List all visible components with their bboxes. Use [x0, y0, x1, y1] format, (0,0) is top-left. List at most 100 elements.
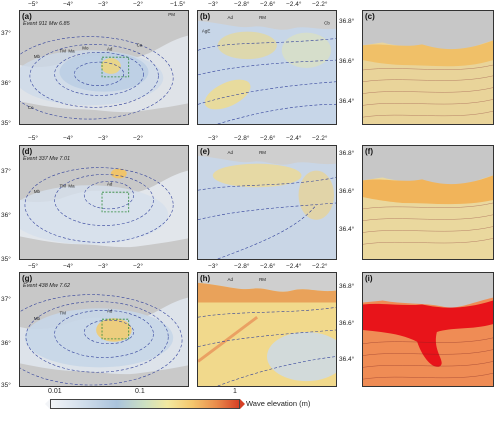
lat-tick: 36° — [1, 212, 11, 219]
event-label: Event 337 Mw 7.01 — [23, 156, 71, 162]
lon-tick: −3° — [98, 1, 109, 8]
lat-tick: 36.8° — [339, 283, 355, 290]
place-label: Mb — [34, 189, 41, 194]
overview-map-a: Mb TM Ma Mo Ad Ca PM Ce — [20, 11, 188, 124]
lat-tick: 36.6° — [339, 188, 355, 195]
zoom-map-h: Ad RM — [198, 273, 336, 386]
lat-tick: 37° — [1, 30, 11, 37]
lat-tick: 36.6° — [339, 320, 355, 327]
lon-tick: −3° — [208, 135, 219, 142]
lon-tick: −2.4° — [286, 135, 302, 142]
lon-tick: −4° — [63, 1, 74, 8]
map-panel-d: Mb TM Ma Ad (d) Event 337 Mw 7.01 — [19, 145, 189, 260]
colorbar-title: Wave elevation (m) — [246, 399, 311, 408]
panel-label: (h) — [200, 274, 211, 283]
place-label: AgE — [202, 29, 210, 34]
colorbar — [50, 399, 240, 409]
lon-tick: −2.2° — [312, 1, 328, 8]
lon-tick: −4° — [63, 263, 74, 270]
place-label: RM — [259, 150, 266, 155]
place-label: Mo — [82, 45, 89, 50]
lon-tick: −2.6° — [260, 135, 276, 142]
lon-tick: −1.5° — [170, 1, 186, 8]
place-label: Ma — [68, 48, 75, 53]
place-label: Mb — [34, 54, 41, 59]
overview-map-d: Mb TM Ma Ad — [20, 146, 188, 259]
colorbar-tick: 0.01 — [48, 388, 62, 395]
map-panel-h: Ad RM (h) — [197, 272, 337, 387]
lat-tick: 35° — [1, 256, 11, 263]
map-panel-c: (c) — [362, 10, 494, 125]
place-label: Ma — [68, 183, 75, 188]
lon-tick: −3° — [98, 135, 109, 142]
lat-tick: 36.6° — [339, 58, 355, 65]
lon-tick: −2° — [133, 263, 144, 270]
lon-tick: −4° — [63, 135, 74, 142]
lat-tick: 36° — [1, 340, 11, 347]
zoom-map-e: Ad RM — [198, 146, 336, 259]
lon-tick: −2° — [133, 135, 144, 142]
lat-tick: 35° — [1, 382, 11, 389]
place-label: RM — [259, 277, 266, 282]
lat-tick: 36.4° — [339, 98, 355, 105]
detail-map-f — [363, 146, 493, 259]
overview-map-g: Mb TM Ad — [20, 273, 188, 386]
map-panel-a: Mb TM Ma Mo Ad Ca PM Ce (a) Event 911 Mw… — [19, 10, 189, 125]
panel-label: (i) — [365, 274, 373, 283]
lon-tick: −3° — [98, 263, 109, 270]
map-panel-g: Mb TM Ad (g) Event 438 Mw 7.62 — [19, 272, 189, 387]
lon-tick: −2.8° — [234, 263, 250, 270]
place-label: Ad — [228, 150, 234, 155]
zoom-map-b: Ad RM AgE Cb — [198, 11, 336, 124]
lat-tick: 36.8° — [339, 150, 355, 157]
map-panel-b: Ad RM AgE Cb (b) — [197, 10, 337, 125]
lon-tick: −2.4° — [286, 263, 302, 270]
lon-tick: −2.2° — [312, 135, 328, 142]
colorbar-tick: 1 — [233, 388, 237, 395]
lat-tick: 36.8° — [339, 18, 355, 25]
panel-label: (b) — [200, 12, 211, 21]
lat-tick: 36.4° — [339, 356, 355, 363]
detail-map-i — [363, 273, 493, 386]
place-label: Ad — [107, 181, 113, 186]
lat-tick: 37° — [1, 296, 11, 303]
colorbar-min-arrow — [45, 399, 50, 409]
lon-tick: −2.2° — [312, 263, 328, 270]
place-label: RM — [259, 15, 266, 20]
lon-tick: −5° — [28, 135, 39, 142]
panel-label: (c) — [365, 12, 375, 21]
lon-tick: −2.4° — [286, 1, 302, 8]
panel-label: (e) — [200, 147, 210, 156]
lon-tick: −2.6° — [260, 263, 276, 270]
lon-tick: −2° — [133, 1, 144, 8]
place-label: TM — [60, 310, 67, 315]
lon-tick: −5° — [28, 1, 39, 8]
place-label: Ce — [28, 105, 34, 110]
lat-tick: 36.4° — [339, 226, 355, 233]
panel-label: (g) — [22, 274, 33, 283]
event-label: Event 911 Mw 6.85 — [23, 21, 70, 27]
lon-tick: −3° — [208, 1, 219, 8]
place-label: PM — [168, 12, 175, 17]
lon-tick: −3° — [208, 263, 219, 270]
place-label: Ad — [107, 308, 113, 313]
place-label: Ad — [228, 15, 234, 20]
map-panel-i: (i) — [362, 272, 494, 387]
map-panel-e: Ad RM (e) — [197, 145, 337, 260]
lat-tick: 35° — [1, 120, 11, 127]
lon-tick: −5° — [28, 263, 39, 270]
place-label: Mb — [34, 316, 41, 321]
panel-label: (f) — [365, 147, 373, 156]
event-label: Event 438 Mw 7.62 — [23, 283, 71, 289]
place-label: Ad — [228, 277, 234, 282]
lon-tick: −2.8° — [234, 135, 250, 142]
panel-label: (a) — [22, 12, 32, 21]
place-label: Ca — [137, 42, 143, 47]
detail-map-c — [363, 11, 493, 124]
lon-tick: −2.8° — [234, 1, 250, 8]
panel-label: (d) — [22, 147, 33, 156]
map-panel-f: (f) — [362, 145, 494, 260]
place-label: TM — [60, 48, 67, 53]
place-label: TM — [60, 183, 67, 188]
place-label: Ad — [107, 46, 113, 51]
